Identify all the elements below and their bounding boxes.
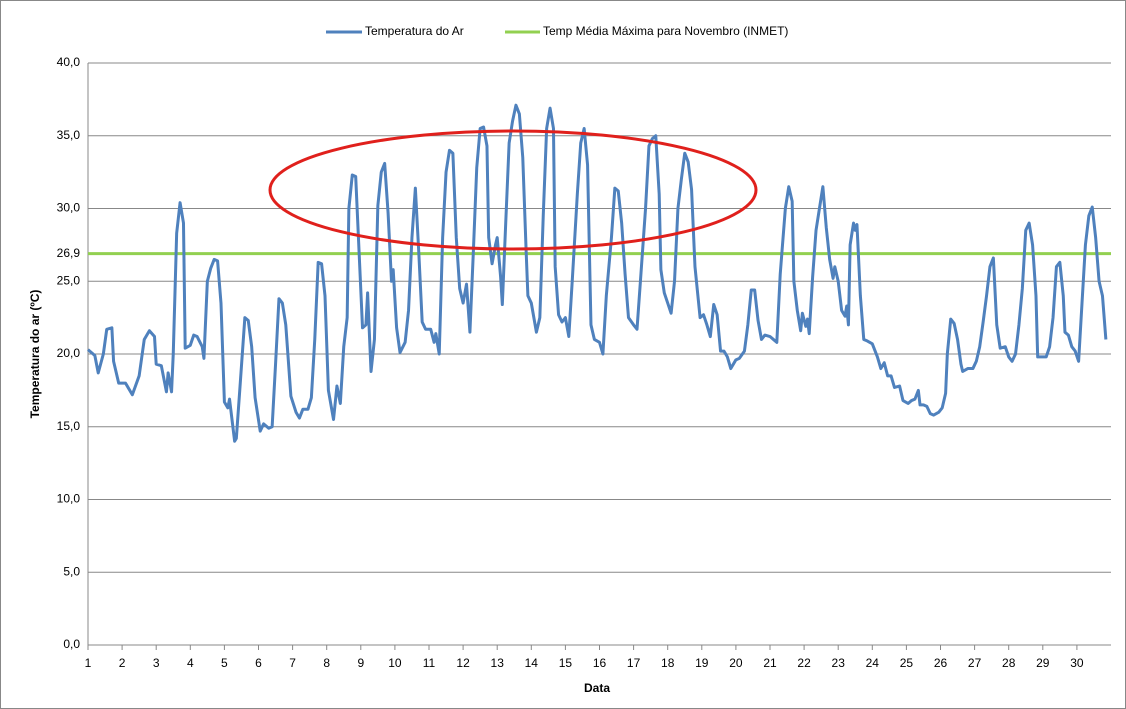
y-tick-label: 40,0 [57,55,81,69]
x-tick-label: 2 [119,656,126,670]
x-tick-label: 26 [934,656,948,670]
y-tick-label: 25,0 [57,273,81,287]
x-tick-label: 23 [832,656,846,670]
x-tick-label: 29 [1036,656,1050,670]
x-tick-label: 21 [763,656,777,670]
y-tick-label: 20,0 [57,346,81,360]
legend-label: Temperatura do Ar [365,24,464,38]
y-tick-label: 0,0 [63,637,80,651]
x-axis-title: Data [584,681,610,695]
y-tick-label: 35,0 [57,128,81,142]
marks [87,103,1111,443]
x-tick-label: 5 [221,656,228,670]
legend: Temperatura do Ar Temp Média Máxima para… [326,24,788,38]
x-tick-label: 11 [423,656,436,670]
x-tick-label: 15 [559,656,573,670]
x-tick-label: 10 [388,656,402,670]
grid: 0,05,010,015,020,025,030,035,040,01 2 3 4 5 6… [57,55,1111,670]
x-tick-label: 13 [491,656,505,670]
x-tick-label: 19 [695,656,709,670]
x-tick-label: 20 [729,656,743,670]
x-tick-label: 17 [627,656,641,670]
y-axis-title: Temperatura do ar (ºC) [28,290,42,419]
x-tick-label: 4 [187,656,194,670]
x-tick-label: 22 [797,656,811,670]
y-tick-label: 10,0 [57,492,81,506]
x-tick-label: 12 [456,656,470,670]
series-line [87,103,1108,443]
legend-label: Temp Média Máxima para Novembro (INMET) [543,24,788,38]
y-tick-label: 15,0 [57,419,81,433]
x-tick-label: 3 [153,656,160,670]
reference-label: 26,9 [57,246,81,260]
x-tick-label: 8 [323,656,330,670]
x-tick-label: 24 [866,656,880,670]
x-tick-label: 16 [593,656,607,670]
x-tick-label: 7 [289,656,296,670]
highlight-ellipse [268,129,758,251]
y-tick-label: 30,0 [57,201,81,215]
x-tick-label: 28 [1002,656,1016,670]
y-tick-label: 5,0 [63,564,80,578]
x-tick-label: 9 [357,656,364,670]
x-tick-label: 14 [525,656,539,670]
x-tick-label: 6 [255,656,262,670]
x-tick-label: 25 [900,656,914,670]
x-tick-label: 1 [85,656,92,670]
x-tick-label: 27 [968,656,982,670]
x-tick-label: 18 [661,656,675,670]
x-tick-label: 30 [1070,656,1084,670]
